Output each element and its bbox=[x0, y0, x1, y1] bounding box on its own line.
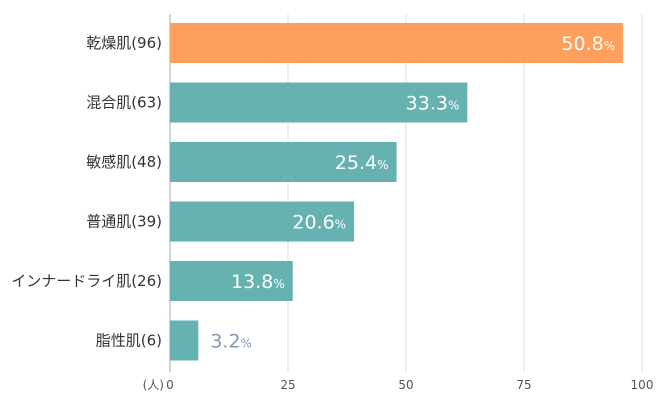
value-label: 33.3% bbox=[406, 93, 460, 115]
value-label-number: 33.3 bbox=[406, 93, 448, 115]
value-label-number: 13.8 bbox=[231, 271, 273, 293]
category-label: 普通肌(39) bbox=[86, 213, 162, 231]
x-axis-ticks: 0 25 50 75 100 bbox=[166, 378, 653, 392]
x-tick-label: 100 bbox=[631, 378, 654, 392]
value-label-unit: % bbox=[604, 39, 615, 53]
value-label-number: 20.6 bbox=[292, 212, 334, 234]
category-label: 混合肌(63) bbox=[86, 94, 162, 112]
value-label-unit: % bbox=[377, 158, 388, 172]
value-label-number: 50.8 bbox=[561, 33, 603, 55]
x-tick-label: 25 bbox=[280, 378, 295, 392]
bar bbox=[170, 320, 199, 361]
value-label: 3.2% bbox=[210, 331, 252, 353]
value-label-number: 25.4 bbox=[335, 152, 377, 174]
x-tick-label: 75 bbox=[516, 378, 531, 392]
x-axis-unit-label: (人) bbox=[143, 378, 164, 392]
value-label: 13.8% bbox=[231, 271, 285, 293]
bar bbox=[170, 201, 355, 242]
value-label-unit: % bbox=[241, 337, 252, 351]
category-label: 脂性肌(6) bbox=[96, 332, 162, 350]
value-label: 25.4% bbox=[335, 152, 389, 174]
bar bbox=[170, 82, 468, 123]
category-labels: 乾燥肌(96) 混合肌(63) 敏感肌(48) 普通肌(39) インナードライ肌(26)… bbox=[11, 34, 162, 350]
value-label-number: 3.2 bbox=[210, 331, 240, 353]
bar bbox=[170, 23, 624, 63]
grid-lines bbox=[169, 14, 643, 372]
value-labels: 50.8%33.3%25.4%20.6%13.8%3.2% bbox=[210, 33, 615, 353]
bar bbox=[170, 261, 293, 301]
category-label: インナードライ肌(26) bbox=[11, 272, 162, 290]
value-label: 50.8% bbox=[561, 33, 615, 55]
value-label-unit: % bbox=[273, 277, 284, 291]
bar bbox=[170, 142, 397, 182]
bars bbox=[170, 23, 624, 361]
value-label-unit: % bbox=[448, 99, 459, 113]
value-label: 20.6% bbox=[292, 212, 346, 234]
category-label: 敏感肌(48) bbox=[86, 153, 162, 171]
category-label: 乾燥肌(96) bbox=[86, 34, 162, 52]
x-tick-label: 0 bbox=[166, 378, 174, 392]
x-tick-label: 50 bbox=[398, 378, 413, 392]
value-label-unit: % bbox=[335, 218, 346, 232]
